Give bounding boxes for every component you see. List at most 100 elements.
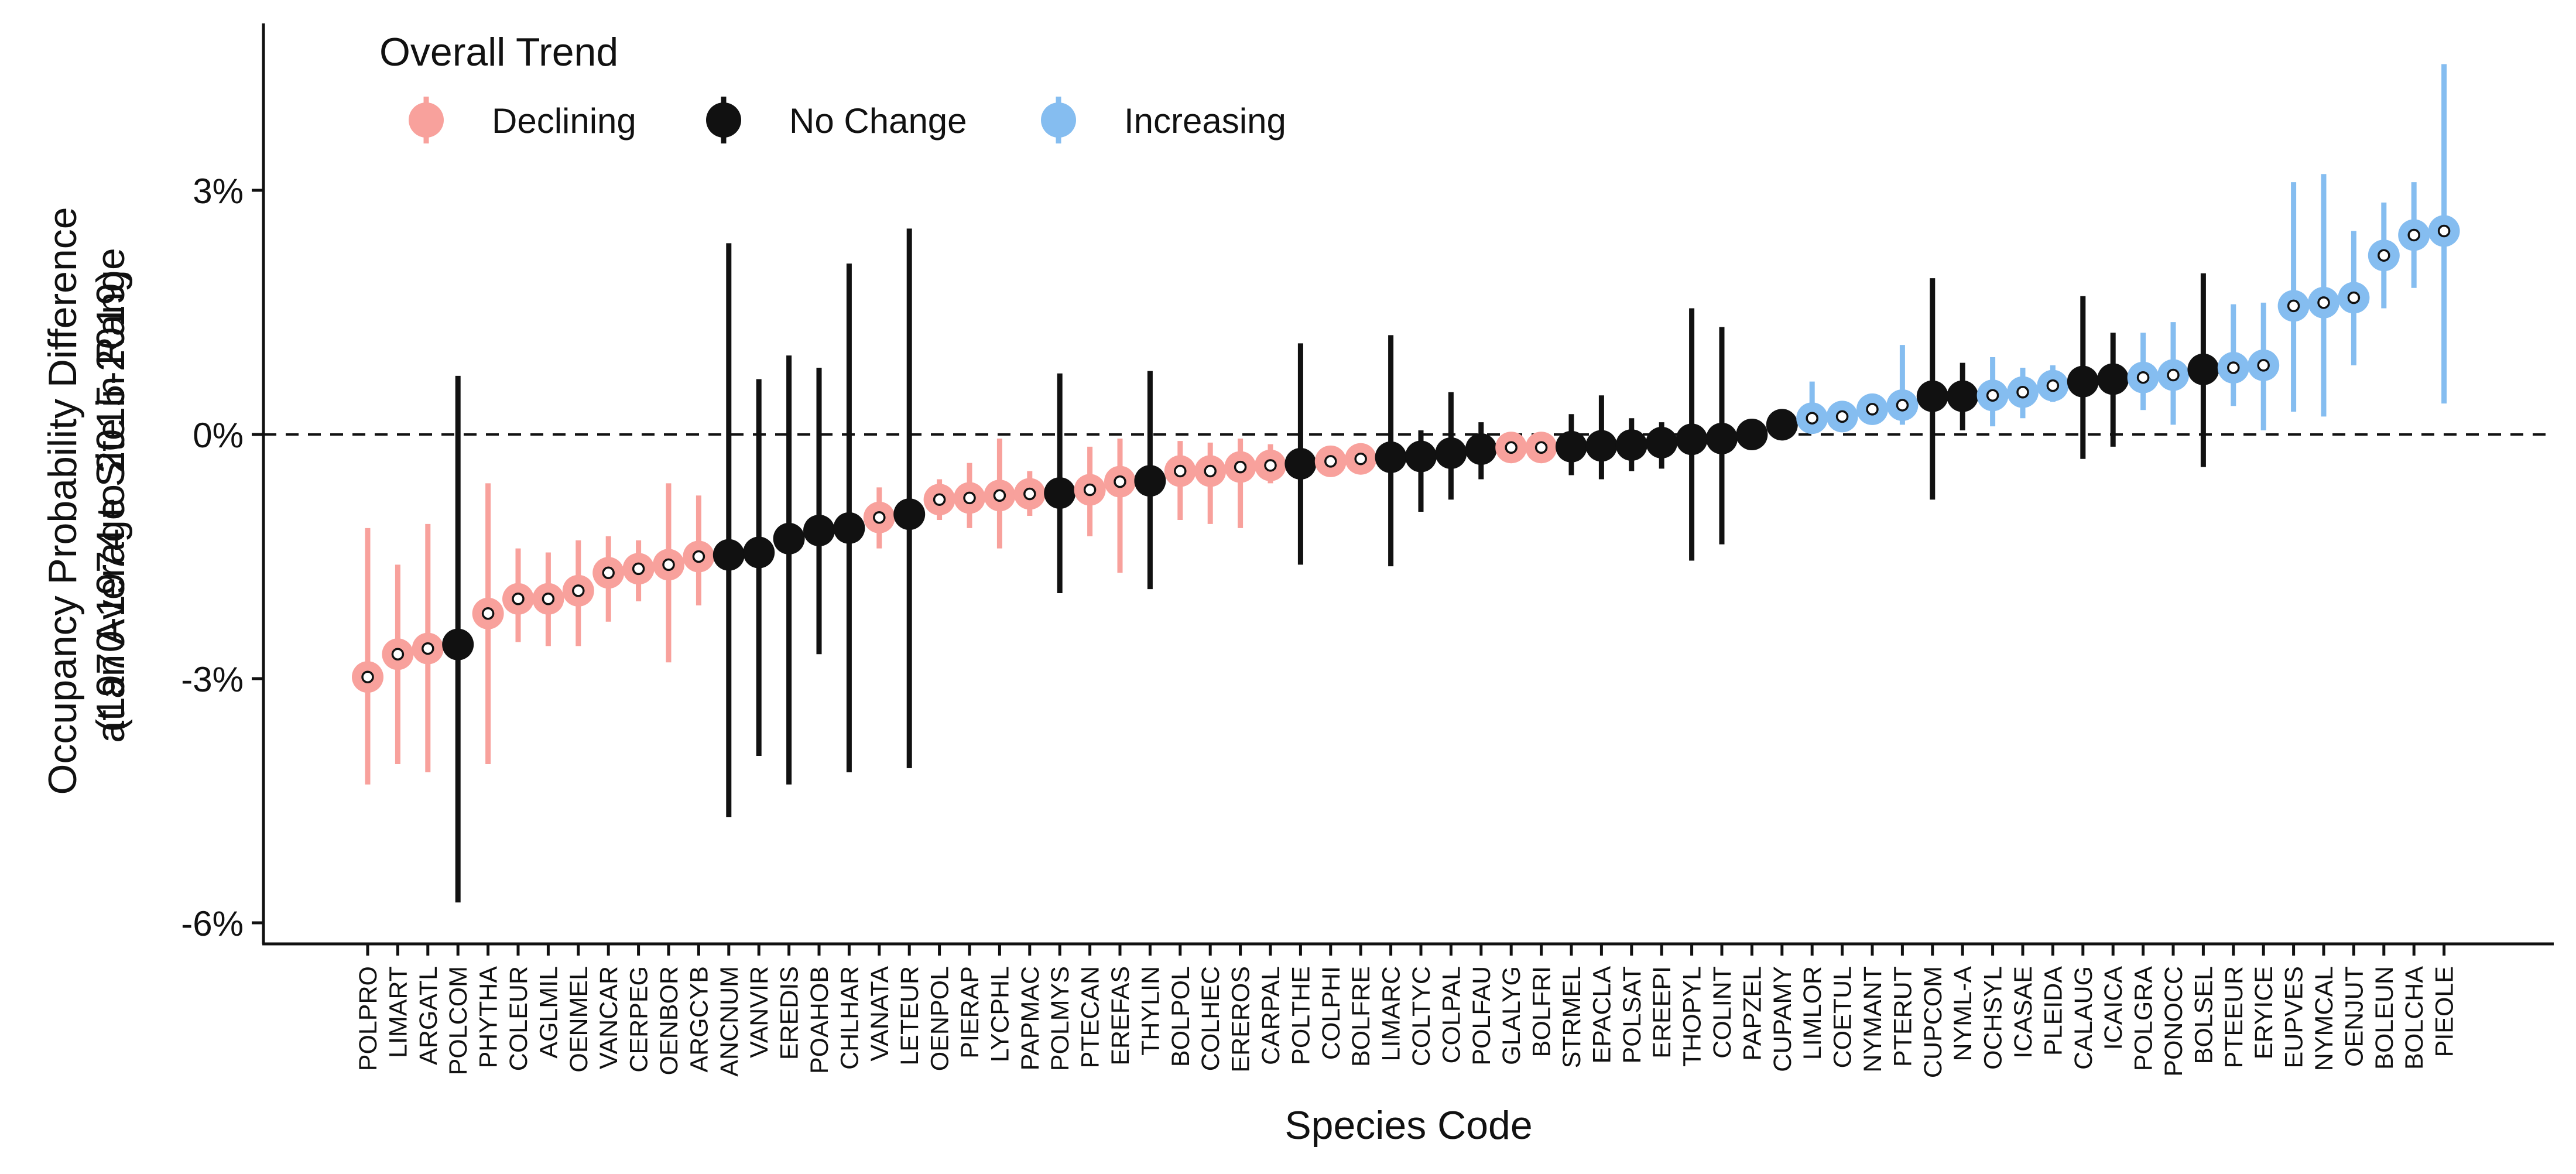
data-points bbox=[352, 64, 2460, 903]
data-point-cerpeg bbox=[622, 540, 655, 601]
data-point-argcyb bbox=[683, 495, 715, 605]
x-tick-label: ARGATL bbox=[415, 966, 443, 1065]
point-estimate-center bbox=[1174, 464, 1187, 478]
point-estimate-center bbox=[1896, 399, 1909, 412]
x-tick-label: ANCNUM bbox=[715, 966, 744, 1077]
x-axis-title: Species Code bbox=[1284, 1103, 1532, 1148]
data-point-coltyc bbox=[1405, 430, 1437, 512]
x-tick-label: GLALYG bbox=[1498, 966, 1526, 1065]
x-tick-label: COLTYC bbox=[1407, 966, 1436, 1066]
data-point-oenjut bbox=[2338, 231, 2370, 365]
point-estimate-center bbox=[1083, 483, 1097, 497]
data-point-eryice bbox=[2248, 302, 2280, 431]
x-tick-label: NYML-A bbox=[1949, 966, 1977, 1062]
x-tick-label: COLEUR bbox=[505, 966, 533, 1071]
point-estimate-center bbox=[963, 491, 976, 505]
x-tick-label: POLFAU bbox=[1468, 966, 1496, 1066]
x-tick-label: EREDIS bbox=[776, 966, 804, 1060]
data-point-glalyg bbox=[1495, 432, 1527, 464]
point-estimate-center bbox=[1534, 441, 1548, 454]
point-estimate bbox=[1706, 422, 1738, 454]
x-tick-label: EREFAS bbox=[1107, 966, 1135, 1066]
data-point-limarc bbox=[1375, 335, 1407, 567]
x-tick-label: VANCAR bbox=[595, 966, 623, 1069]
point-estimate-center bbox=[1505, 441, 1517, 454]
x-tick-label: EUPVES bbox=[2280, 966, 2308, 1068]
x-tick-label: BOLSEL bbox=[2190, 966, 2218, 1064]
data-point-ancnum bbox=[712, 243, 745, 817]
x-tick-label: BOLPOL bbox=[1167, 966, 1195, 1067]
data-point-carpal bbox=[1255, 444, 1286, 484]
data-point-polsat bbox=[1615, 418, 1647, 471]
point-estimate-center bbox=[662, 558, 675, 571]
data-point-calaug bbox=[2067, 296, 2099, 459]
point-estimate-center bbox=[361, 670, 374, 683]
data-point-strmel bbox=[1556, 414, 1587, 475]
point-estimate bbox=[1585, 430, 1618, 462]
x-tick-label: AGLMIL bbox=[535, 966, 563, 1059]
y-axis-title-line-2: (1970-1974 to 2015-2019) bbox=[88, 269, 133, 732]
point-estimate-center bbox=[2016, 385, 2029, 399]
data-point-nymcal bbox=[2308, 174, 2339, 417]
x-tick-label: PIERAP bbox=[956, 966, 984, 1059]
y-axis-title: Occupancy Probability Difference (1970-1… bbox=[40, 196, 133, 795]
x-tick-label: ICASAE bbox=[2009, 966, 2037, 1059]
x-tick-label: ERYICE bbox=[2250, 966, 2278, 1059]
data-point-polmys bbox=[1044, 373, 1076, 594]
x-tick-label: PTECAN bbox=[1077, 966, 1105, 1068]
data-point-bolsel bbox=[2187, 273, 2219, 467]
point-estimate-center bbox=[2046, 379, 2060, 392]
point-estimate-center bbox=[993, 489, 1006, 502]
data-point-oenmel bbox=[562, 540, 594, 646]
point-estimate-center bbox=[2407, 228, 2420, 242]
data-point-chlhar bbox=[833, 263, 865, 772]
data-point-phytha bbox=[472, 483, 504, 764]
x-tick-label: BOLEUN bbox=[2371, 966, 2399, 1070]
y-axis-title-line-3: at an Average Site in Range bbox=[88, 248, 133, 743]
x-tick-label: CUPAMY bbox=[1769, 966, 1797, 1072]
data-point-coleur bbox=[502, 548, 534, 642]
data-point-aglmil bbox=[532, 552, 564, 646]
data-point-pierap bbox=[954, 463, 985, 528]
x-tick-label: PAPMAC bbox=[1016, 966, 1044, 1070]
data-point-limart bbox=[382, 564, 414, 764]
point-estimate bbox=[773, 522, 805, 555]
x-tick-label: LIMLOR bbox=[1799, 966, 1827, 1060]
x-tick-label: NYMANT bbox=[1859, 966, 1887, 1073]
point-estimate bbox=[1676, 423, 1708, 456]
point-estimate-center bbox=[1234, 460, 1247, 474]
data-point-eupves bbox=[2277, 182, 2310, 412]
point-estimate-center bbox=[481, 607, 495, 620]
data-point-boleun bbox=[2368, 202, 2400, 309]
data-point-colint bbox=[1706, 327, 1738, 545]
data-point-polpro bbox=[352, 528, 383, 785]
x-tick-label: OENPOL bbox=[926, 966, 954, 1071]
x-axis-ticks: POLPRO LIMART ARGATL POLCOM PHYTHA COLEUR AGLM… bbox=[354, 944, 2459, 1078]
data-point-thopyl bbox=[1676, 308, 1708, 561]
data-point-vancar bbox=[592, 536, 625, 622]
point-estimate bbox=[1465, 433, 1497, 466]
y-tick-label: 3% bbox=[193, 172, 244, 211]
x-tick-label: LIMART bbox=[384, 966, 412, 1058]
x-tick-label: EPACLA bbox=[1588, 966, 1616, 1064]
point-estimate-center bbox=[1835, 410, 1849, 423]
data-point-polgra bbox=[2127, 333, 2159, 410]
data-point-ptecan bbox=[1074, 446, 1106, 536]
point-estimate-center bbox=[2378, 249, 2390, 262]
legend-title: Overall Trend bbox=[379, 30, 618, 74]
x-tick-label: STRMEL bbox=[1558, 966, 1586, 1068]
y-tick-label: -6% bbox=[181, 904, 244, 943]
point-estimate bbox=[1766, 409, 1798, 441]
x-tick-label: PONOCC bbox=[2160, 966, 2188, 1077]
y-axis-ticks: -6% -3% 0% 3% bbox=[181, 172, 263, 943]
x-tick-label: BOLFRI bbox=[1528, 966, 1556, 1057]
legend-entries: Declining No Change Increasing bbox=[409, 97, 1286, 143]
data-point-epacla bbox=[1585, 395, 1618, 480]
legend-entry-nochange: No Change bbox=[706, 97, 967, 143]
point-estimate bbox=[893, 498, 926, 530]
x-tick-label: EREEPI bbox=[1648, 966, 1676, 1059]
data-point-icasae bbox=[2007, 368, 2039, 419]
data-point-ochsyl bbox=[1976, 357, 2009, 427]
x-tick-label: COLINT bbox=[1708, 966, 1736, 1059]
legend-entry-label: Increasing bbox=[1124, 101, 1286, 141]
